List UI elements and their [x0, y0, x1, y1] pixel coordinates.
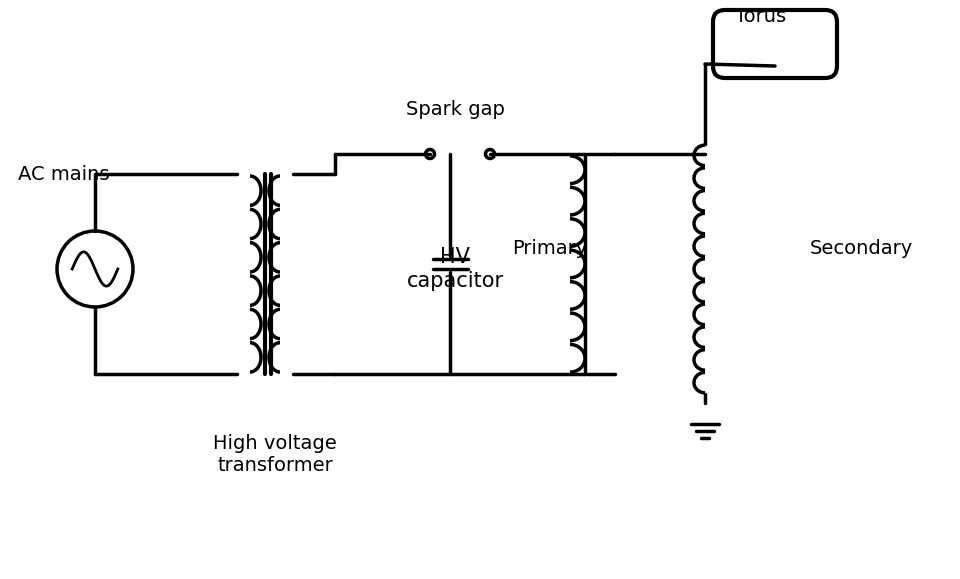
Text: Primary: Primary [513, 240, 588, 258]
Text: High voltage
transformer: High voltage transformer [213, 434, 337, 475]
Text: Secondary: Secondary [810, 240, 913, 258]
Text: AC mains: AC mains [18, 164, 109, 184]
Text: Spark gap: Spark gap [405, 100, 504, 119]
Text: HV
capacitor: HV capacitor [406, 247, 504, 291]
Text: Torus: Torus [735, 8, 786, 27]
